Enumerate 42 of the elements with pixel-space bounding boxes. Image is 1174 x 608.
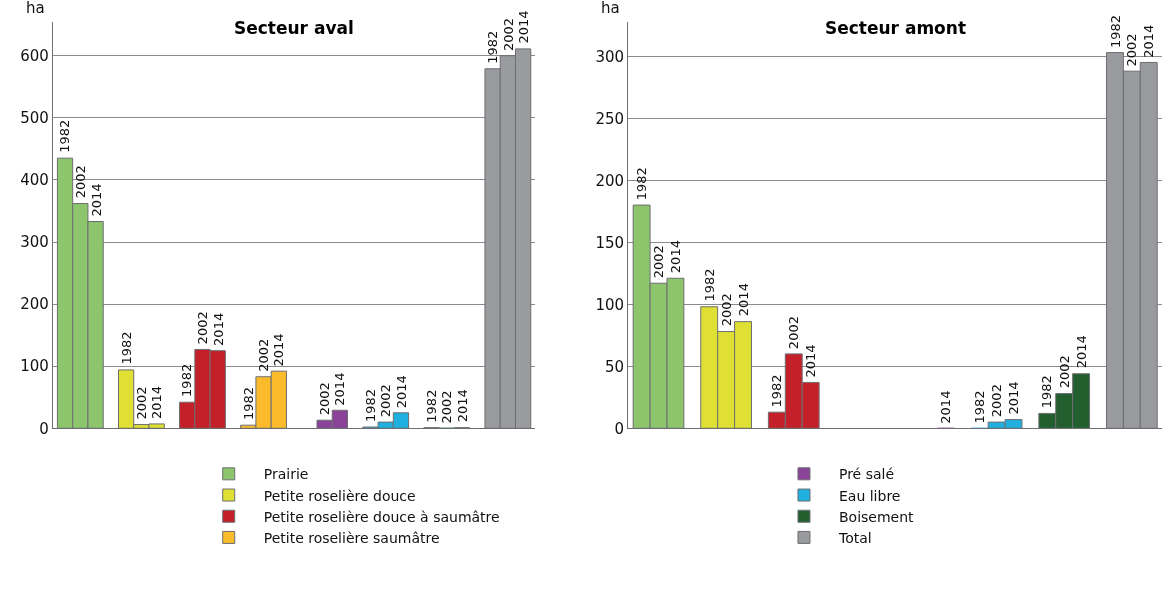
- x-tick-label: 2014: [735, 283, 751, 317]
- y-tick-label: 100: [20, 357, 49, 376]
- x-tick-label: 1982: [1107, 14, 1123, 48]
- y-tick-label: 0: [614, 419, 625, 438]
- chart-title: Secteur amont: [825, 18, 967, 38]
- legend-label: Pré salé: [838, 466, 895, 483]
- y-axis-title: ha: [26, 0, 45, 17]
- y-tick-label: 200: [595, 171, 625, 190]
- legend-label: Prairie: [263, 466, 309, 483]
- y-tick-label: 600: [20, 46, 49, 65]
- category-label: 1982: [57, 119, 73, 153]
- x-tick-label: 2002: [1057, 355, 1073, 389]
- x-tick-label: 1982: [1039, 375, 1055, 409]
- y-tick-label: 200: [20, 295, 49, 314]
- x-tick-label: 2002: [1124, 33, 1140, 67]
- category-label: 2014: [88, 183, 104, 217]
- legend-label: Boisement: [838, 508, 915, 525]
- legend-label: Petite roselière douce à saumâtre: [263, 508, 500, 525]
- legend-label: Petite roselière saumâtre: [263, 529, 440, 546]
- y-axis-title: ha: [601, 0, 620, 17]
- x-tick-label: 2014: [1073, 335, 1089, 369]
- x-tick-label: 2014: [1140, 24, 1156, 58]
- legend-label: Eau libre: [838, 487, 901, 504]
- x-tick-label: 2014: [802, 344, 818, 378]
- x-tick-label: 1982: [769, 374, 785, 408]
- chart-title: Secteur aval: [234, 18, 354, 38]
- y-tick-label: 100: [595, 295, 625, 314]
- x-tick-label: 2014: [938, 390, 954, 424]
- legend-label: Total: [837, 529, 872, 546]
- y-tick-label: 0: [39, 419, 49, 438]
- y-tick-label: 150: [595, 233, 625, 252]
- x-tick-label: 2014: [1006, 381, 1022, 415]
- legend-label: Petite roselière douce: [263, 487, 416, 504]
- y-tick-label: 400: [20, 171, 49, 190]
- y-tick-label: 300: [20, 233, 49, 252]
- y-tick-label: 500: [20, 109, 49, 128]
- y-tick-label: 300: [595, 47, 625, 66]
- x-tick-label: 1982: [971, 390, 987, 424]
- category-label: 2002: [73, 165, 89, 199]
- x-tick-label: 2002: [989, 384, 1005, 418]
- y-tick-label: 50: [605, 357, 625, 376]
- y-tick-label: 250: [595, 109, 625, 128]
